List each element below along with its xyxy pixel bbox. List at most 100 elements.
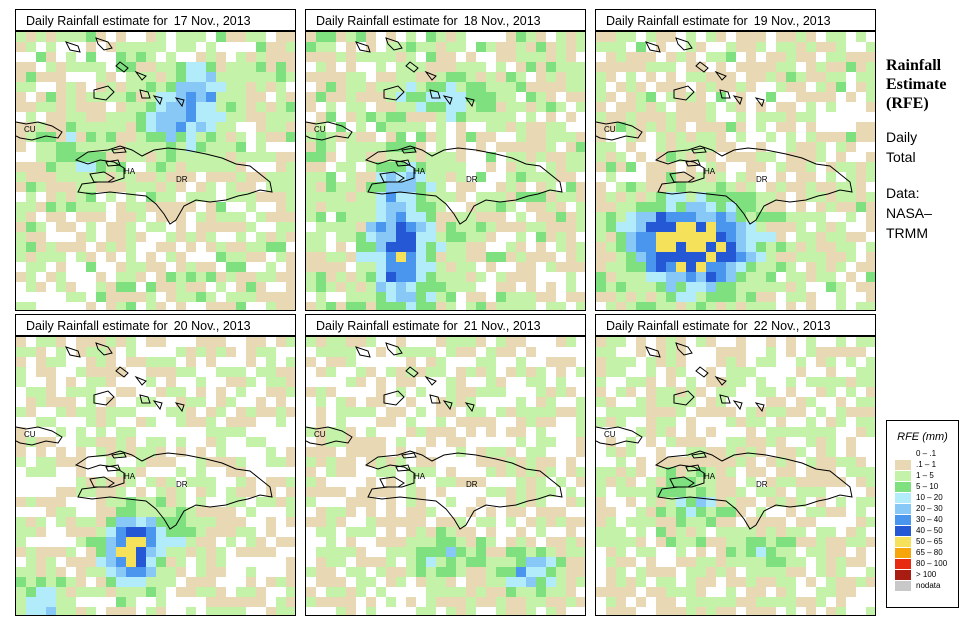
rainfall-cell xyxy=(706,122,716,132)
rainfall-cell xyxy=(176,347,186,357)
rainfall-cell xyxy=(666,242,676,252)
rainfall-cell xyxy=(96,377,106,387)
rainfall-cell xyxy=(16,577,26,587)
rainfall-cell xyxy=(656,427,666,437)
coastline xyxy=(306,121,353,141)
rainfall-cell xyxy=(66,192,76,202)
rainfall-cell xyxy=(726,557,736,567)
rainfall-cell xyxy=(46,397,56,407)
rainfall-cell xyxy=(526,347,536,357)
rainfall-cell xyxy=(566,242,576,252)
rainfall-cell xyxy=(696,182,706,192)
rainfall-cell xyxy=(136,507,146,517)
rainfall-cell xyxy=(466,557,476,567)
rainfall-cell xyxy=(766,222,776,232)
rainfall-cell xyxy=(666,252,676,262)
rainfall-cell xyxy=(216,397,226,407)
rainfall-cell xyxy=(786,377,796,387)
rainfall-cell xyxy=(136,517,146,527)
legend-item: 80 – 100 xyxy=(895,558,958,569)
rainfall-cell xyxy=(836,252,846,262)
rainfall-cell xyxy=(706,517,716,527)
rainfall-cell xyxy=(436,172,446,182)
rainfall-cell xyxy=(556,262,566,272)
rainfall-cell xyxy=(706,132,716,142)
rainfall-cell xyxy=(286,182,295,192)
rainfall-cell xyxy=(426,507,436,517)
rainfall-cell xyxy=(306,152,316,162)
rainfall-cell xyxy=(36,397,46,407)
rainfall-cell xyxy=(346,272,356,282)
rainfall-cell xyxy=(816,232,826,242)
rainfall-cell xyxy=(466,597,476,607)
rainfall-cell xyxy=(446,497,456,507)
rainfall-cell xyxy=(116,182,126,192)
rainfall-cell xyxy=(336,122,346,132)
rainfall-cell xyxy=(866,82,875,92)
rainfall-cell xyxy=(286,567,295,577)
rainfall-cell xyxy=(656,192,666,202)
rainfall-cell xyxy=(606,122,616,132)
rainfall-cell xyxy=(396,337,406,347)
rainfall-cell xyxy=(206,527,216,537)
rainfall-cell xyxy=(276,477,286,487)
rainfall-cell xyxy=(856,527,866,537)
rainfall-cell xyxy=(116,597,126,607)
rainfall-cell xyxy=(656,132,666,142)
rainfall-cell xyxy=(606,437,616,447)
rainfall-cell xyxy=(836,347,846,357)
rainfall-cell xyxy=(796,142,806,152)
rainfall-cell xyxy=(826,427,836,437)
rainfall-cell xyxy=(806,192,816,202)
coastline xyxy=(95,342,113,356)
rainfall-cell xyxy=(606,112,616,122)
rainfall-cell xyxy=(206,547,216,557)
rainfall-cell xyxy=(616,32,626,42)
rainfall-cell xyxy=(536,182,546,192)
legend-label: 0 – .1 xyxy=(916,449,937,458)
rainfall-cell xyxy=(36,587,46,597)
rainfall-cell xyxy=(636,122,646,132)
rainfall-cell xyxy=(446,52,456,62)
rainfall-cell xyxy=(526,547,536,557)
rainfall-cell xyxy=(726,252,736,262)
rainfall-cell xyxy=(646,72,656,82)
rainfall-cell xyxy=(176,407,186,417)
rainfall-cell xyxy=(606,507,616,517)
rainfall-cell xyxy=(656,567,666,577)
coastline xyxy=(645,41,661,53)
coastline xyxy=(685,159,701,167)
rainfall-cell xyxy=(326,597,336,607)
rainfall-cell xyxy=(106,577,116,587)
rainfall-cell xyxy=(646,182,656,192)
rainfall-cell xyxy=(556,597,566,607)
rainfall-cell xyxy=(86,192,96,202)
rainfall-cell xyxy=(686,272,696,282)
rainfall-cell xyxy=(706,72,716,82)
rainfall-cell xyxy=(226,102,236,112)
rainfall-cell xyxy=(656,577,666,587)
rainfall-cell xyxy=(836,282,846,292)
rainfall-cell xyxy=(66,397,76,407)
legend-label: 20 – 30 xyxy=(916,504,943,513)
rainfall-cell xyxy=(196,292,206,302)
rainfall-cell xyxy=(536,487,546,497)
rainfall-cell xyxy=(726,447,736,457)
rainfall-cell xyxy=(386,32,396,42)
rainfall-cell xyxy=(426,557,436,567)
rainfall-cell xyxy=(326,357,336,367)
rainfall-cell xyxy=(786,577,796,587)
rainfall-cell xyxy=(836,537,846,547)
rainfall-cell xyxy=(656,517,666,527)
rainfall-cell xyxy=(396,62,406,72)
rainfall-cell xyxy=(346,537,356,547)
rainfall-cell xyxy=(366,577,376,587)
rainfall-cell xyxy=(386,212,396,222)
rainfall-cell xyxy=(26,387,36,397)
rainfall-cell xyxy=(166,387,176,397)
rainfall-cell xyxy=(196,32,206,42)
rainfall-cell xyxy=(646,497,656,507)
rainfall-cell xyxy=(666,357,676,367)
